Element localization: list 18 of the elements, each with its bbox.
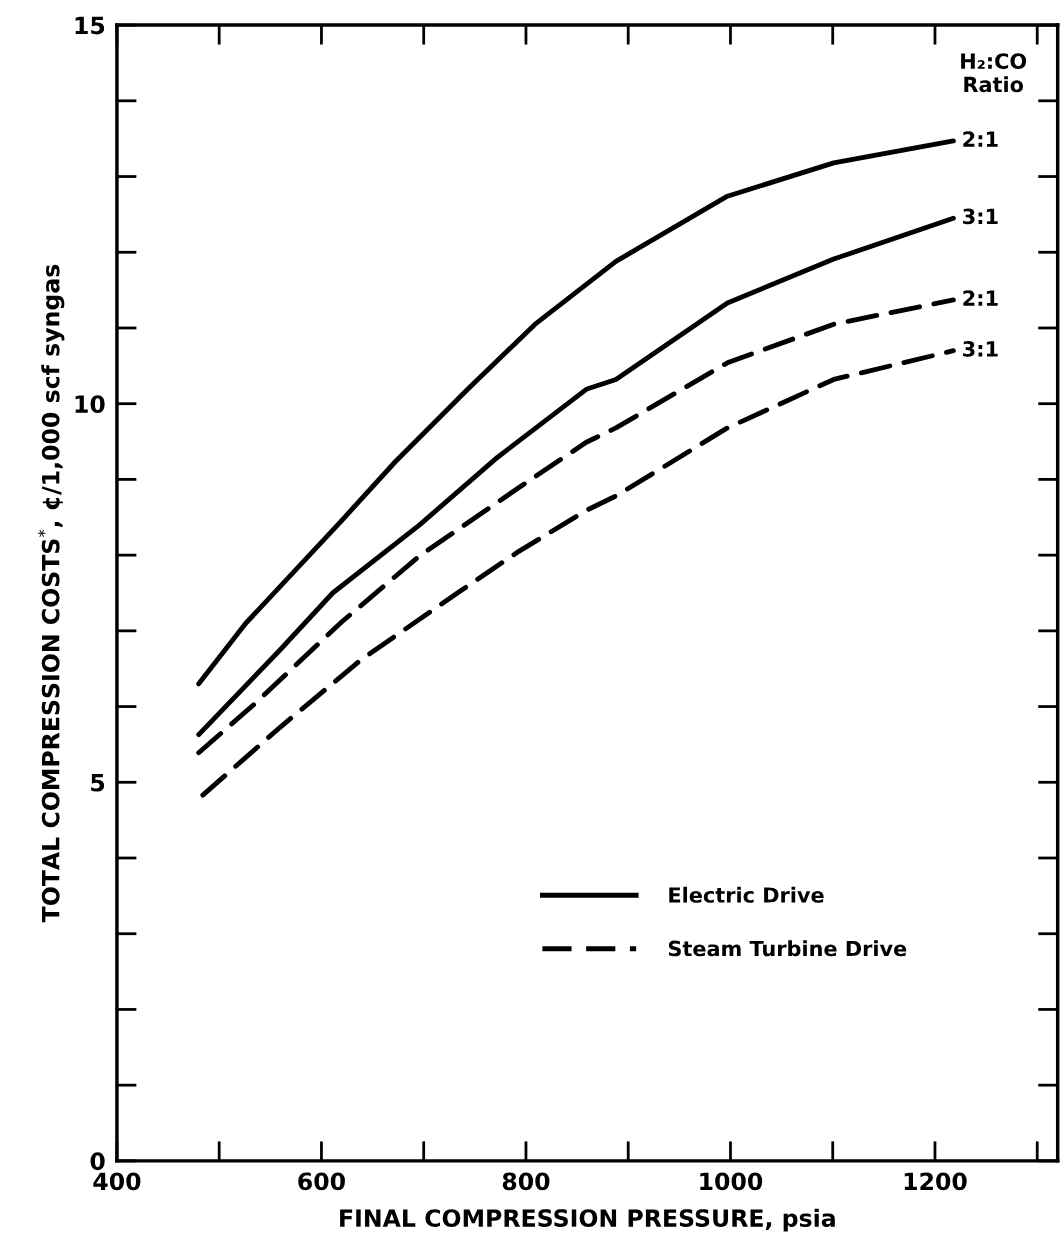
series-label: 2:1 [963,131,998,147]
legend-title: H₂:CO Ratio [961,53,1027,93]
y-axis-title: TOTAL COMPRESSION COSTS$^{*}$, ¢/1,000 scf syngas [37,264,65,923]
series-label: 3:1 [963,208,998,225]
y-tick-label: 15 [75,16,105,35]
x-axis-title: FINAL COMPRESSION PRESSURE, psia [340,1208,835,1232]
y-tick-label: 0 [90,1152,105,1171]
annotation: Steam Turbine Drive [668,940,907,957]
x-tick-label: 600 [298,1172,345,1191]
annotation: Electric Drive [669,886,824,903]
x-tick-label: 1200 [904,1172,967,1191]
x-tick-label: 800 [502,1172,550,1191]
x-tick-label: 1000 [700,1172,763,1191]
x-tick-label: 400 [93,1172,141,1191]
y-tick-label: 10 [75,395,105,413]
y-tick-label: 5 [91,774,105,792]
series-label: 2:1 [963,290,998,306]
series-label: 3:1 [963,340,998,357]
